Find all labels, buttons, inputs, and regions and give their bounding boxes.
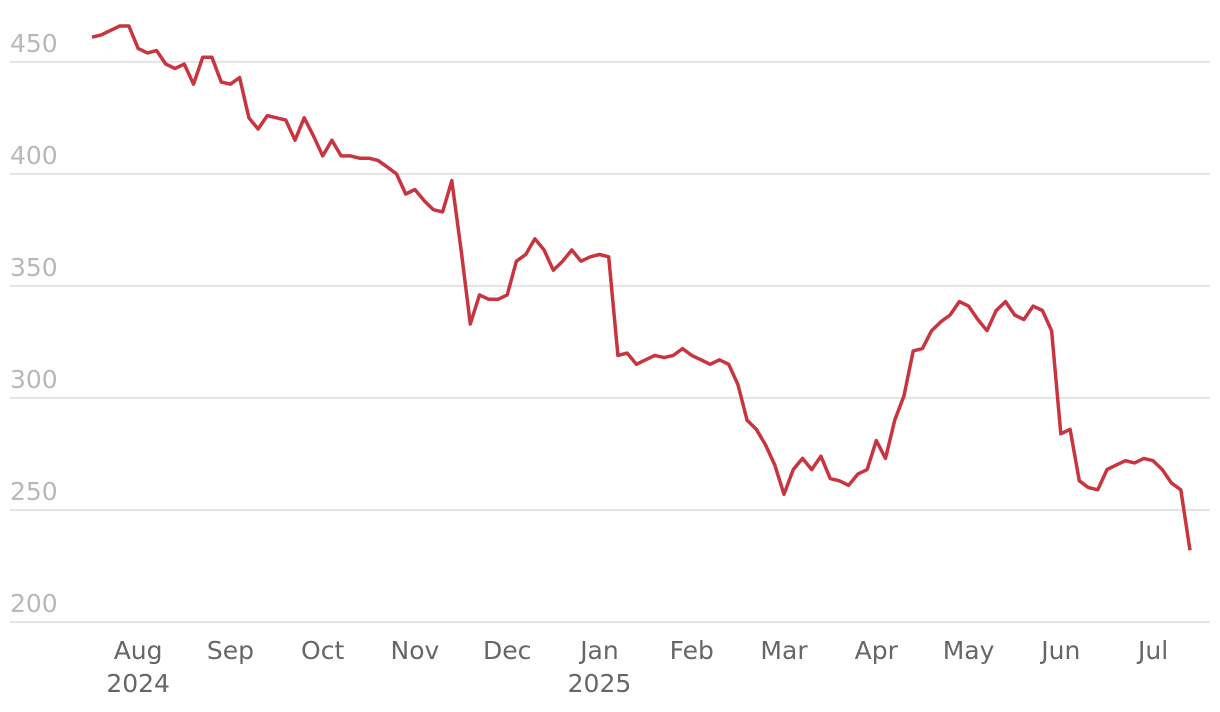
x-tick-label: Jan 2025 (567, 636, 632, 698)
y-tick-label: 350 (10, 253, 58, 282)
x-tick-label: Mar (760, 636, 808, 665)
y-tick-label: 300 (10, 365, 58, 394)
x-tick-label: Aug 2024 (106, 636, 170, 698)
x-tick-label: Jul (1137, 636, 1169, 665)
x-tick-label: Feb (669, 636, 714, 665)
y-tick-label: 200 (10, 589, 58, 618)
x-tick-label: Dec (483, 636, 532, 665)
x-tick-label: May (942, 636, 995, 665)
x-tick-label: Apr (854, 636, 898, 665)
x-tick-label: Nov (390, 636, 440, 665)
y-tick-label: 400 (10, 141, 58, 170)
x-tick-label: Oct (301, 636, 345, 665)
x-tick-label: Jun (1041, 636, 1081, 665)
x-tick-label: Sep (206, 636, 254, 665)
price-line (91, 24, 1192, 551)
y-tick-label: 250 (10, 477, 58, 506)
y-tick-label: 450 (10, 29, 58, 58)
